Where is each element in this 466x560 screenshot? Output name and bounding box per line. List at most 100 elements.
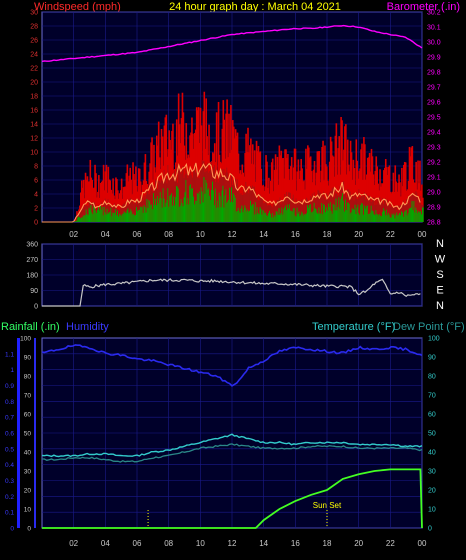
- barometer-line: [41, 24, 423, 63]
- low-bar: [203, 177, 206, 222]
- low-bar: [109, 212, 112, 222]
- gust-bar: [279, 155, 282, 222]
- humidity-line: [41, 344, 423, 387]
- low-bar: [252, 204, 255, 222]
- low-bar: [112, 212, 114, 222]
- low-bar: [77, 217, 79, 222]
- low-bar: [197, 193, 200, 222]
- low-bar: [143, 205, 146, 222]
- x-tick-label: 02: [69, 539, 78, 548]
- avg-bar: [237, 188, 240, 222]
- rain-axes: 0 0.1 0.2 0.3 0.4 0.5 0.6 0.7 0.8 0.9 1 1.1 0 10 20 30 4…: [5, 336, 440, 549]
- avg-bar: [186, 173, 188, 222]
- avg-bar: [334, 189, 337, 222]
- low-bar: [151, 204, 153, 222]
- low-bar: [308, 207, 310, 222]
- avg-bar: [258, 200, 261, 222]
- low-bar: [350, 212, 353, 222]
- x-tick-label: 16: [291, 230, 300, 239]
- low-bar: [386, 215, 389, 222]
- low-bar: [367, 213, 370, 222]
- rain-scale-bar: [17, 338, 20, 528]
- low-bar: [122, 213, 125, 222]
- gust-bar: [313, 160, 316, 222]
- low-bar: [144, 206, 147, 222]
- low-bar: [290, 210, 293, 222]
- avg-bar: [182, 166, 185, 222]
- low-bar: [339, 208, 341, 222]
- avg-bar: [379, 197, 381, 222]
- low-bar: [268, 213, 270, 222]
- y-tick-label: 360: [26, 242, 38, 249]
- gust-bar: [275, 169, 278, 222]
- low-bar: [171, 193, 173, 222]
- avg-bar: [327, 195, 329, 222]
- y-tick-label: 0: [34, 220, 38, 227]
- gust-bar: [384, 158, 387, 222]
- avg-bar: [135, 200, 137, 222]
- avg-bar: [80, 211, 82, 222]
- low-bar: [206, 182, 208, 222]
- low-bar: [185, 180, 188, 222]
- low-bar: [327, 210, 329, 222]
- x-tick-label: 10: [196, 230, 205, 239]
- gust-bar: [266, 161, 268, 222]
- y-tick-label: 90: [30, 288, 38, 295]
- low-bar: [307, 205, 309, 222]
- low-bar: [315, 208, 318, 222]
- humidity-scale-bar: [34, 338, 36, 528]
- low-bar: [421, 214, 423, 222]
- low-bar: [299, 216, 302, 222]
- low-bar: [242, 212, 245, 222]
- gust-bar: [107, 166, 110, 222]
- low-bar: [229, 187, 231, 222]
- avg-bar: [180, 173, 183, 222]
- wind-direction-line: [42, 278, 421, 307]
- low-bar: [388, 214, 391, 222]
- low-bar: [152, 209, 154, 222]
- avg-bar: [300, 201, 302, 222]
- y-tick-label: 4: [34, 192, 38, 199]
- low-bar: [124, 212, 127, 222]
- low-bar: [153, 193, 155, 222]
- gust-bar: [338, 136, 340, 222]
- low-bar: [97, 210, 99, 222]
- avg-bar: [226, 167, 228, 222]
- y2-tick-label: 30.1: [427, 25, 441, 32]
- temp-tick-label: 90: [428, 355, 436, 362]
- low-bar: [249, 210, 251, 222]
- rain-tick-label: 0.7: [5, 415, 14, 422]
- low-bar: [275, 211, 278, 222]
- gust-bar: [101, 180, 104, 222]
- rain-tick-label: 0: [10, 526, 14, 533]
- x-tick-label: 20: [354, 539, 363, 548]
- avg-bar: [242, 194, 245, 222]
- x-tick-label: 08: [164, 539, 173, 548]
- avg-bar: [336, 193, 339, 222]
- low-bar: [333, 204, 336, 222]
- avg-bar: [235, 183, 238, 222]
- avg-bar: [81, 208, 84, 222]
- gust-bar: [205, 98, 207, 222]
- humidity-tick-label: 30: [24, 469, 32, 476]
- gust-bar: [89, 159, 92, 222]
- low-bar: [95, 210, 97, 222]
- avg-bar: [395, 207, 397, 222]
- avg-bar: [156, 181, 158, 222]
- avg-bar: [125, 201, 128, 222]
- low-bar: [384, 210, 386, 222]
- low-bar: [344, 211, 346, 222]
- avg-bar: [105, 203, 108, 222]
- low-bar: [224, 195, 226, 222]
- y-tick-label: 30: [30, 10, 38, 17]
- avg-bar: [116, 204, 118, 222]
- avg-bar: [201, 160, 204, 222]
- compass-label: N: [436, 300, 444, 312]
- gust-bar: [104, 171, 107, 222]
- gust-bar: [235, 135, 238, 222]
- low-bar: [418, 211, 420, 222]
- dewpoint-axis-label: Dew Point (°F): [393, 321, 465, 333]
- low-bar: [343, 200, 345, 222]
- gust-bar: [281, 158, 283, 222]
- low-bar: [164, 206, 167, 222]
